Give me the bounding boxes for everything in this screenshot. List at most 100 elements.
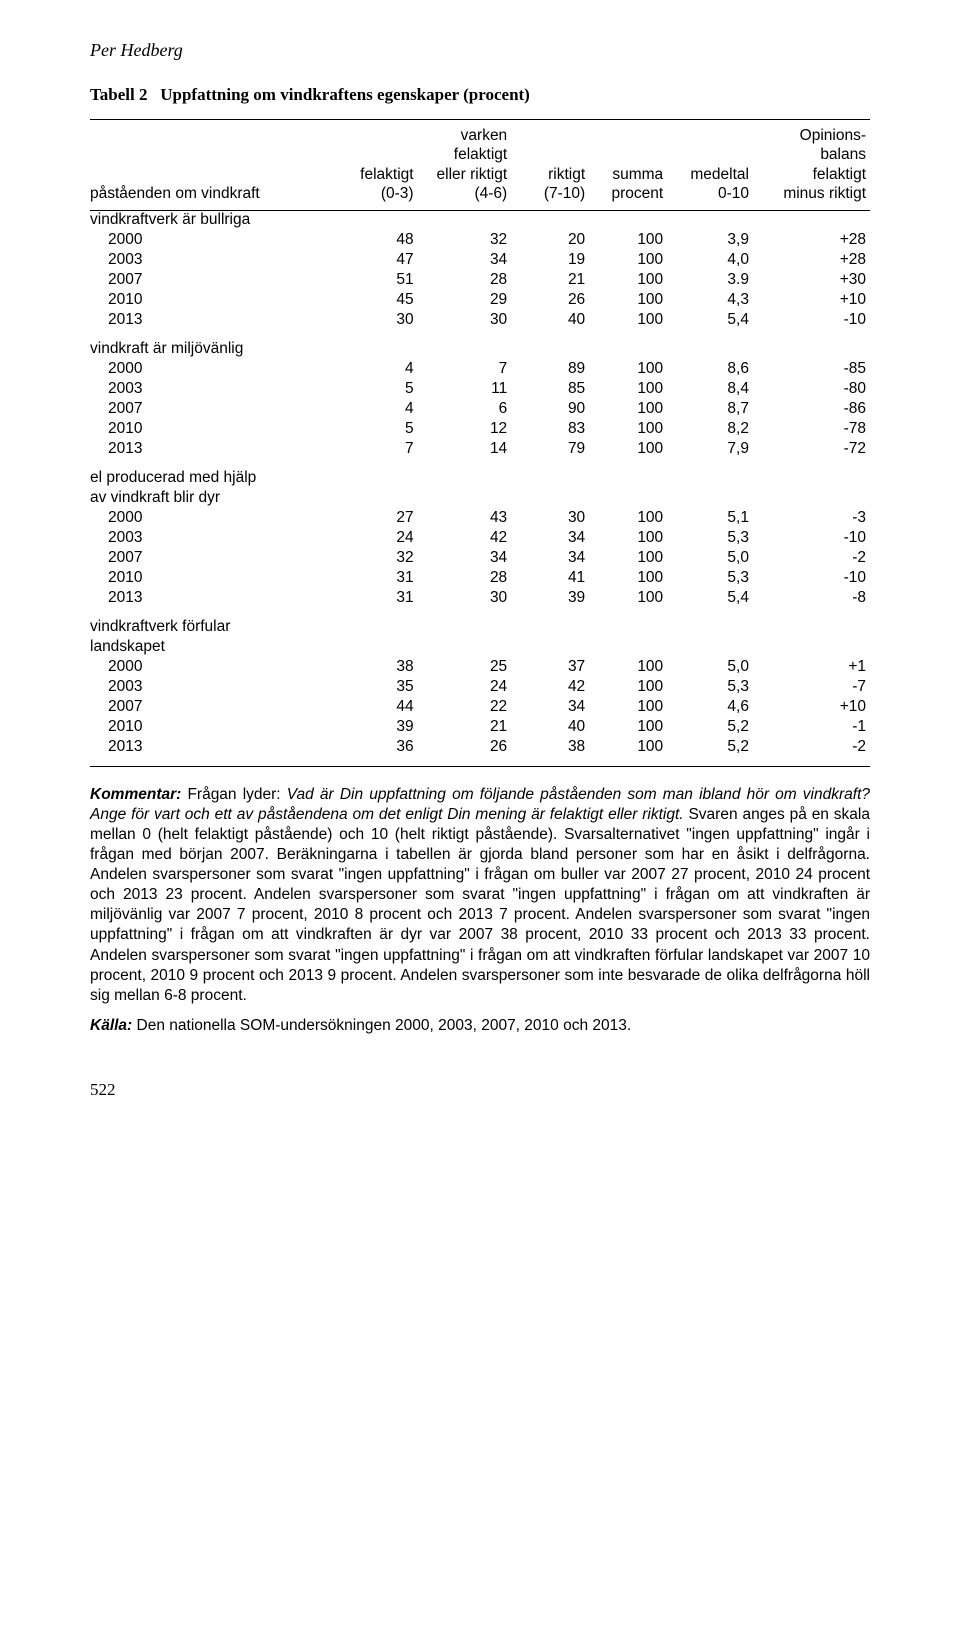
year-cell: 2013 <box>90 588 340 608</box>
data-cell: -80 <box>753 379 870 399</box>
data-cell: 5,0 <box>667 548 753 568</box>
data-cell: 34 <box>418 250 512 270</box>
data-cell: 5,4 <box>667 588 753 608</box>
header-col6: Opinions-balansfelaktigtminus riktigt <box>753 120 870 211</box>
year-cell: 2007 <box>90 399 340 419</box>
data-cell: 6 <box>418 399 512 419</box>
data-cell: -2 <box>753 548 870 568</box>
year-cell: 2010 <box>90 290 340 310</box>
data-cell: 47 <box>340 250 418 270</box>
data-cell: 100 <box>589 657 667 677</box>
data-cell: 34 <box>511 697 589 717</box>
year-cell: 2000 <box>90 359 340 379</box>
year-cell: 2013 <box>90 737 340 767</box>
data-cell: 45 <box>340 290 418 310</box>
data-cell: 38 <box>511 737 589 767</box>
data-cell: 12 <box>418 419 512 439</box>
data-cell: 5 <box>340 379 418 399</box>
data-cell: 4 <box>340 399 418 419</box>
data-cell: 30 <box>418 310 512 330</box>
data-cell: -10 <box>753 568 870 588</box>
table-label: Tabell 2 <box>90 85 147 104</box>
data-cell: 8,4 <box>667 379 753 399</box>
data-cell: 100 <box>589 230 667 250</box>
data-cell: 100 <box>589 548 667 568</box>
year-cell: 2003 <box>90 379 340 399</box>
data-cell: 8,7 <box>667 399 753 419</box>
year-cell: 2010 <box>90 568 340 588</box>
data-cell: 5,0 <box>667 657 753 677</box>
header-col1: felaktigt(0-3) <box>340 120 418 211</box>
year-cell: 2000 <box>90 508 340 528</box>
data-cell: 4,3 <box>667 290 753 310</box>
data-cell: 4 <box>340 359 418 379</box>
table-title: Tabell 2 Uppfattning om vindkraftens ege… <box>90 85 870 105</box>
year-cell: 2003 <box>90 250 340 270</box>
data-cell: -2 <box>753 737 870 767</box>
group-name: vindkraft är miljövänlig <box>90 330 870 359</box>
data-cell: -85 <box>753 359 870 379</box>
data-cell: 42 <box>511 677 589 697</box>
data-cell: 100 <box>589 270 667 290</box>
data-cell: 100 <box>589 290 667 310</box>
kommentar-block: Kommentar: Frågan lyder: Vad är Din uppf… <box>90 785 870 1007</box>
data-cell: 44 <box>340 697 418 717</box>
data-cell: 30 <box>418 588 512 608</box>
kommentar-intro: Frågan lyder: <box>181 786 286 803</box>
data-cell: 5,2 <box>667 717 753 737</box>
data-cell: 27 <box>340 508 418 528</box>
data-cell: 14 <box>418 439 512 459</box>
group-name: vindkraftverk är bullriga <box>90 210 870 230</box>
year-cell: 2013 <box>90 439 340 459</box>
data-cell: 24 <box>340 528 418 548</box>
data-cell: 40 <box>511 717 589 737</box>
data-cell: 83 <box>511 419 589 439</box>
data-cell: 24 <box>418 677 512 697</box>
data-table: påståenden om vindkraft felaktigt(0-3) v… <box>90 119 870 767</box>
data-cell: 37 <box>511 657 589 677</box>
data-cell: 3,9 <box>667 230 753 250</box>
table-desc: Uppfattning om vindkraftens egenskaper (… <box>160 85 530 104</box>
data-cell: 34 <box>418 548 512 568</box>
data-cell: 100 <box>589 508 667 528</box>
author-name: Per Hedberg <box>90 40 870 61</box>
data-cell: 34 <box>511 548 589 568</box>
data-cell: 100 <box>589 399 667 419</box>
year-cell: 2010 <box>90 717 340 737</box>
data-cell: 39 <box>511 588 589 608</box>
data-cell: 36 <box>340 737 418 767</box>
data-cell: 100 <box>589 439 667 459</box>
data-cell: 34 <box>511 528 589 548</box>
year-cell: 2003 <box>90 677 340 697</box>
data-cell: 35 <box>340 677 418 697</box>
data-cell: +30 <box>753 270 870 290</box>
data-cell: 51 <box>340 270 418 290</box>
data-cell: 11 <box>418 379 512 399</box>
data-cell: 100 <box>589 250 667 270</box>
data-cell: 30 <box>511 508 589 528</box>
year-cell: 2007 <box>90 548 340 568</box>
data-cell: 100 <box>589 310 667 330</box>
data-cell: 48 <box>340 230 418 250</box>
year-cell: 2013 <box>90 310 340 330</box>
kalla-block: Källa: Den nationella SOM-undersökningen… <box>90 1016 870 1036</box>
data-cell: 5,3 <box>667 528 753 548</box>
data-cell: 100 <box>589 697 667 717</box>
data-cell: 42 <box>418 528 512 548</box>
data-cell: 4,6 <box>667 697 753 717</box>
data-cell: 5,1 <box>667 508 753 528</box>
year-cell: 2003 <box>90 528 340 548</box>
data-cell: 5,3 <box>667 677 753 697</box>
data-cell: 100 <box>589 419 667 439</box>
data-cell: 21 <box>418 717 512 737</box>
group-name: vindkraftverk förfular <box>90 608 870 637</box>
data-cell: -7 <box>753 677 870 697</box>
header-col4: summaprocent <box>589 120 667 211</box>
data-cell: 3.9 <box>667 270 753 290</box>
header-col3: riktigt(7-10) <box>511 120 589 211</box>
data-cell: 5,2 <box>667 737 753 767</box>
data-cell: 7 <box>418 359 512 379</box>
data-cell: -86 <box>753 399 870 419</box>
group-name: landskapet <box>90 637 870 657</box>
data-cell: 5,4 <box>667 310 753 330</box>
